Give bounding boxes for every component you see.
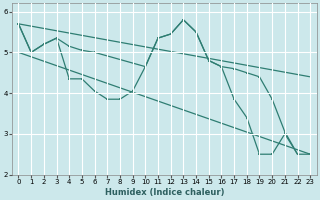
X-axis label: Humidex (Indice chaleur): Humidex (Indice chaleur) <box>105 188 224 197</box>
